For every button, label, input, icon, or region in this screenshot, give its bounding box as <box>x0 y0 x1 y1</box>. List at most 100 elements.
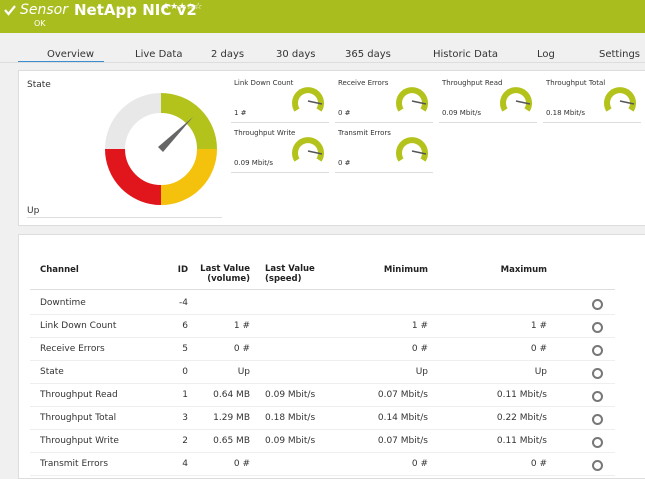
table-cell: 0.22 Mbit/s <box>497 413 547 423</box>
tab[interactable]: Settings <box>599 49 640 60</box>
column-header[interactable]: Minimum <box>384 265 428 275</box>
gauge-label: Transmit Errors <box>338 129 391 137</box>
header-divider <box>30 289 615 290</box>
tab[interactable]: 30 days <box>276 49 316 60</box>
tab-divider <box>0 62 645 63</box>
settings-icon[interactable] <box>592 414 603 425</box>
table-cell: Receive Errors <box>40 344 105 354</box>
table-cell: Transmit Errors <box>40 459 108 469</box>
table-cell: 0.11 Mbit/s <box>497 436 547 446</box>
tab[interactable]: Historic Data <box>433 49 498 60</box>
row-divider <box>30 406 615 407</box>
mini-gauge <box>603 84 639 120</box>
table-cell: 3 <box>182 413 188 423</box>
tab[interactable]: Overview <box>47 49 94 60</box>
table-cell: Up <box>238 367 250 377</box>
settings-icon[interactable] <box>592 322 603 333</box>
state-gauge <box>105 93 217 205</box>
table-cell: 5 <box>182 344 188 354</box>
table-cell: Throughput Total <box>40 413 116 423</box>
gauge-value: 0 # <box>338 109 351 117</box>
column-header[interactable]: Last Value (volume) <box>180 264 250 284</box>
gauge-value: 0.09 Mbit/s <box>234 159 273 167</box>
row-divider <box>30 429 615 430</box>
gauge-tile: Link Down Count 1 # <box>231 78 329 123</box>
table-cell: 0.11 Mbit/s <box>497 390 547 400</box>
state-value: Up <box>27 206 39 216</box>
row-divider <box>30 337 615 338</box>
tab[interactable]: 365 days <box>345 49 391 60</box>
gauge-tile: Throughput Write 0.09 Mbit/s <box>231 128 329 173</box>
table-cell: 0.14 Mbit/s <box>378 413 428 423</box>
table-cell: 1 # <box>234 321 250 331</box>
table-cell: -4 <box>179 298 188 308</box>
table-cell: 1.29 MB <box>213 413 250 423</box>
gauge-label: Receive Errors <box>338 79 388 87</box>
gauge-label: Throughput Write <box>234 129 295 137</box>
table-cell: 0 <box>182 367 188 377</box>
table-cell: Up <box>535 367 547 377</box>
table-cell: 1 # <box>531 321 547 331</box>
table-cell: Downtime <box>40 298 86 308</box>
state-label: State <box>27 80 51 90</box>
table-cell: 0 # <box>531 344 547 354</box>
gauge-value: 0.09 Mbit/s <box>442 109 481 117</box>
table-cell: State <box>40 367 64 377</box>
table-cell: 1 <box>182 390 188 400</box>
table-cell: Link Down Count <box>40 321 116 331</box>
column-header[interactable]: Channel <box>40 265 79 275</box>
table-cell: 2 <box>182 436 188 446</box>
gauge-label: Throughput Read <box>442 79 502 87</box>
row-divider <box>30 360 615 361</box>
tab[interactable]: Log <box>537 49 555 60</box>
mini-gauge <box>499 84 535 120</box>
mini-gauge <box>395 134 431 170</box>
table-cell: 0 # <box>234 344 250 354</box>
table-cell: 0 # <box>412 344 428 354</box>
row-divider <box>30 314 615 315</box>
table-cell: 0.07 Mbit/s <box>378 436 428 446</box>
gauge-label: Throughput Total <box>546 79 605 87</box>
table-cell: 0.65 MB <box>213 436 250 446</box>
table-cell: 0 # <box>234 459 250 469</box>
mini-gauge <box>395 84 431 120</box>
settings-icon[interactable] <box>592 460 603 471</box>
gauge-tile: Throughput Total 0.18 Mbit/s <box>543 78 641 123</box>
priority-stars[interactable]: ★★★☆☆ <box>162 2 202 12</box>
table-cell: 4 <box>182 459 188 469</box>
table-cell: 6 <box>182 321 188 331</box>
row-divider <box>30 383 615 384</box>
sensor-label: Sensor <box>20 2 68 18</box>
settings-icon[interactable] <box>592 437 603 448</box>
tab[interactable]: Live Data <box>135 49 182 60</box>
row-divider <box>30 452 615 453</box>
header-bar: Sensor NetApp NIC v2 ★★★☆☆ OK <box>0 0 645 33</box>
table-cell: Throughput Read <box>40 390 118 400</box>
gauge-tile: Receive Errors 0 # <box>335 78 433 123</box>
tab[interactable]: 2 days <box>211 49 244 60</box>
table-cell: Throughput Write <box>40 436 119 446</box>
row-divider <box>30 475 615 476</box>
table-cell: 0.64 MB <box>213 390 250 400</box>
table-cell: 0.09 Mbit/s <box>265 390 315 400</box>
settings-icon[interactable] <box>592 345 603 356</box>
table-cell: 0.09 Mbit/s <box>265 436 315 446</box>
settings-icon[interactable] <box>592 391 603 402</box>
table-cell: 0 # <box>412 459 428 469</box>
gauge-tile: Transmit Errors0 # <box>335 128 433 173</box>
mini-gauge <box>291 84 327 120</box>
check-icon <box>4 4 16 16</box>
gauge-label: Link Down Count <box>234 79 293 87</box>
gauge-tile: Throughput Read 0.09 Mbit/s <box>439 78 537 123</box>
settings-icon[interactable] <box>592 299 603 310</box>
settings-icon[interactable] <box>592 368 603 379</box>
gauge-value: 0.18 Mbit/s <box>546 109 585 117</box>
table-cell: 0.18 Mbit/s <box>265 413 315 423</box>
gauge-value: 1 # <box>234 109 247 117</box>
column-header[interactable]: Maximum <box>501 265 547 275</box>
column-header[interactable]: Last Value (speed) <box>265 264 335 284</box>
table-cell: 0.07 Mbit/s <box>378 390 428 400</box>
table-cell: 0 # <box>531 459 547 469</box>
mini-gauge <box>291 134 327 170</box>
